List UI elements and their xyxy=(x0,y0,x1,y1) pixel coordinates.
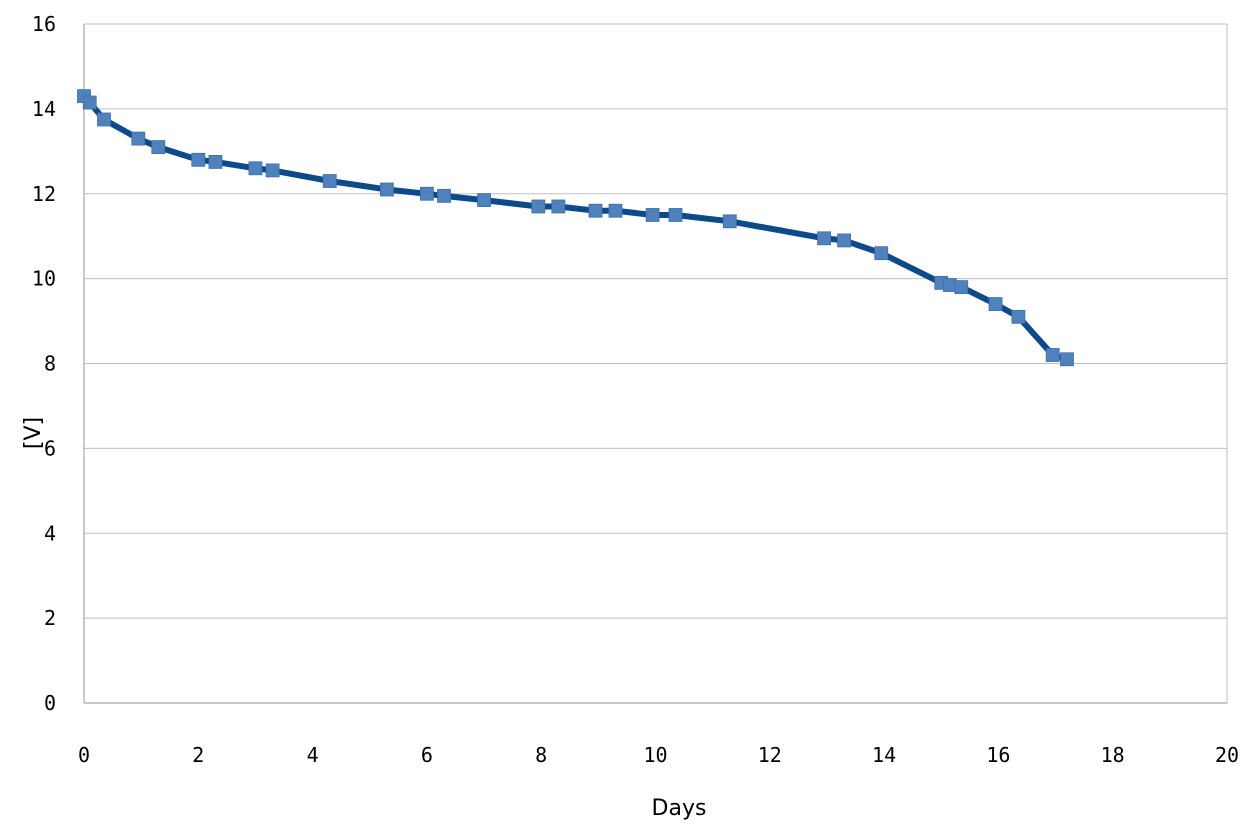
x-tick-labels: 0 2 4 6 8 10 12 14 16 18 20 xyxy=(78,743,1239,767)
gridlines xyxy=(84,23,1227,619)
data-point xyxy=(837,233,851,248)
data-point xyxy=(588,203,603,218)
x-tick-label-14: 14 xyxy=(872,743,896,767)
y-tick-label-14: 14 xyxy=(32,97,56,121)
data-point xyxy=(265,163,280,178)
data-point xyxy=(1045,348,1060,362)
data-point xyxy=(531,199,546,214)
data-point xyxy=(722,214,737,229)
y-tick-label-12: 12 xyxy=(32,182,56,206)
data-point xyxy=(645,208,660,222)
y-tick-label-6: 6 xyxy=(44,436,56,460)
x-tick-label-12: 12 xyxy=(758,743,782,767)
x-tick-label-20: 20 xyxy=(1215,743,1239,767)
x-tick-label-10: 10 xyxy=(643,743,667,767)
data-point xyxy=(1060,352,1074,367)
data-point xyxy=(248,161,263,176)
data-point xyxy=(668,208,683,222)
y-axis-title: [V] xyxy=(21,417,46,449)
y-tick-label-16: 16 xyxy=(32,12,56,36)
data-point xyxy=(817,231,831,246)
data-point xyxy=(419,186,434,201)
data-point xyxy=(437,188,451,203)
y-tick-label-10: 10 xyxy=(32,267,56,291)
y-tick-label-4: 4 xyxy=(44,521,56,545)
y-tick-label-0: 0 xyxy=(44,691,56,715)
x-tick-label-2: 2 xyxy=(192,743,204,767)
x-tick-label-8: 8 xyxy=(535,743,547,767)
data-point xyxy=(208,155,223,169)
x-tick-label-16: 16 xyxy=(986,743,1010,767)
x-tick-label-6: 6 xyxy=(421,743,433,767)
data-point xyxy=(874,246,889,261)
axes xyxy=(83,24,1228,704)
x-tick-label-4: 4 xyxy=(307,743,319,767)
data-point xyxy=(191,152,206,167)
data-point xyxy=(322,174,337,188)
data-point xyxy=(1011,309,1026,324)
data-point xyxy=(954,280,969,295)
data-point xyxy=(131,131,146,146)
x-tick-label-18: 18 xyxy=(1101,743,1125,767)
y-tick-label-8: 8 xyxy=(44,352,56,376)
data-point xyxy=(477,193,491,208)
series-voltage xyxy=(77,89,1074,367)
data-point xyxy=(82,95,97,110)
y-tick-label-2: 2 xyxy=(44,606,56,630)
data-point xyxy=(379,182,394,197)
data-point xyxy=(97,112,111,127)
y-tick-labels: 0 2 4 6 8 10 12 14 16 xyxy=(32,12,56,715)
x-tick-label-0: 0 xyxy=(78,743,90,767)
series-line xyxy=(81,93,1070,363)
x-axis-title: Days xyxy=(652,796,707,821)
data-point xyxy=(988,297,1003,311)
data-point xyxy=(551,199,566,214)
data-point xyxy=(608,203,623,218)
data-point xyxy=(151,140,166,154)
